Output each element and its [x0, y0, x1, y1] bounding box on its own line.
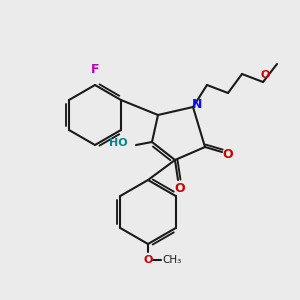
Text: O: O	[143, 255, 153, 265]
Text: N: N	[192, 98, 202, 112]
Text: CH₃: CH₃	[162, 255, 181, 265]
Text: O: O	[260, 70, 270, 80]
Text: HO: HO	[109, 138, 127, 148]
Text: O: O	[175, 182, 185, 194]
Text: O: O	[223, 148, 233, 160]
Text: F: F	[91, 63, 99, 76]
